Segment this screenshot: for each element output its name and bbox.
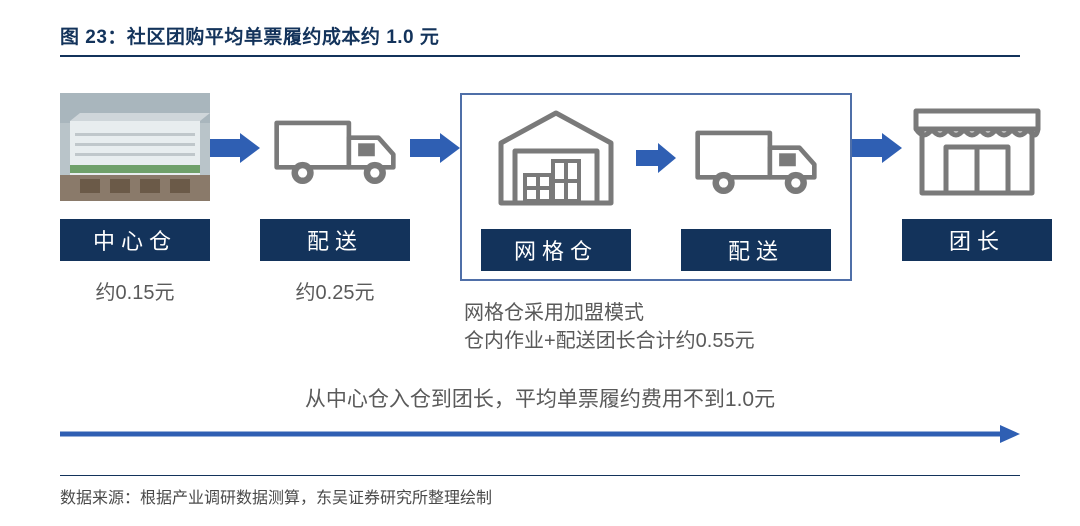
figure-title-text: 图 23：社区团购平均单票履约成本约 1.0 元 [60, 27, 439, 48]
warehouse-icon [481, 103, 631, 211]
node-group-leader: 团长 [902, 93, 1052, 261]
truck-icon [260, 93, 410, 201]
node-leader-label: 团长 [902, 219, 1052, 261]
arrow-1 [210, 93, 260, 203]
grid-warehouse-group: 网格仓 [460, 93, 852, 281]
figure-title: 图 23：社区团购平均单票履约成本约 1.0 元 [60, 22, 1020, 57]
data-source-text: 数据来源：根据产业调研数据测算，东吴证券研究所整理绘制 [60, 490, 492, 507]
storefront-icon [902, 93, 1052, 201]
node-delivery2-label: 配送 [681, 229, 831, 271]
node-center-warehouse: 中心仓 约0.15元 [60, 93, 210, 307]
center-warehouse-photo [60, 93, 210, 201]
node-center-cost: 约0.15元 [96, 279, 175, 307]
flow-diagram: 中心仓 约0.15元 [60, 93, 1020, 355]
data-source: 数据来源：根据产业调研数据测算，东吴证券研究所整理绘制 [60, 475, 1020, 508]
grid-group-wrapper: 网格仓 [460, 93, 852, 355]
node-delivery1-label: 配送 [260, 219, 410, 261]
node-delivery1-cost: 约0.25元 [296, 279, 375, 307]
node-delivery-1: 配送 约0.25元 [260, 93, 410, 307]
arrow-2 [410, 93, 460, 203]
arrow-3 [636, 103, 676, 213]
node-grid-label: 网格仓 [481, 229, 631, 271]
truck-icon-2 [681, 103, 831, 211]
node-center-label: 中心仓 [60, 219, 210, 261]
grid-cost-note: 网格仓采用加盟模式 仓内作业+配送团长合计约0.55元 [464, 299, 844, 355]
node-delivery-2: 配送 [676, 103, 836, 271]
arrow-4 [852, 93, 902, 203]
summary-long-arrow [60, 425, 1020, 443]
summary-text: 从中心仓入仓到团长，平均单票履约费用不到1.0元 [60, 383, 1020, 413]
node-grid-warehouse: 网格仓 [476, 103, 636, 271]
